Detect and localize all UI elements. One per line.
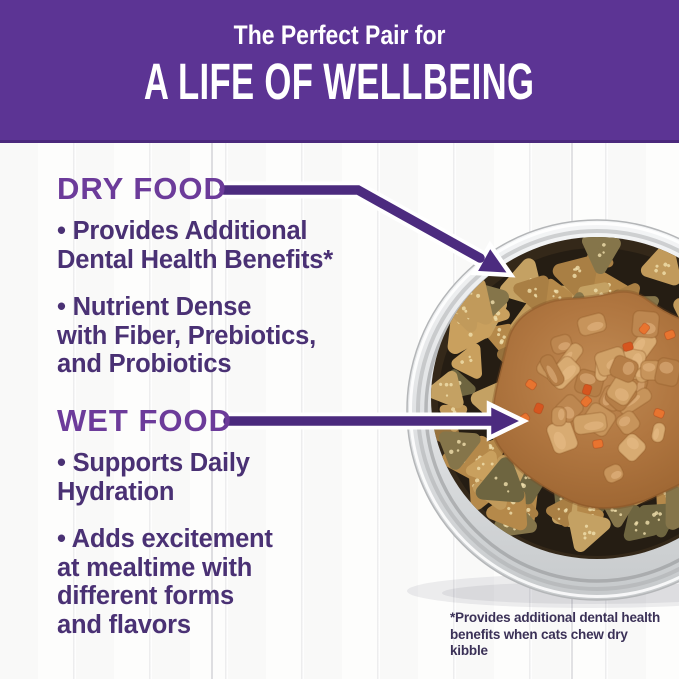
banner-eyebrow-text: The Perfect Pair for [233, 20, 446, 50]
wet-food-bullet-list: • Supports Daily Hydration • Adds excite… [57, 449, 387, 639]
dry-food-heading: DRY FOOD [57, 171, 227, 206]
footnote: *Provides additional dental health benef… [450, 610, 660, 658]
banner-eyebrow: The Perfect Pair for [0, 22, 679, 49]
bowl-rim-highlight [409, 222, 679, 598]
bullet-item: • Nutrient Dense with Fiber, Prebiotics,… [57, 293, 316, 378]
wet-food-arrow-icon [219, 400, 530, 442]
dry-arrow-shaft [219, 185, 485, 263]
wet-food-section: WET FOOD • Supports Daily Hydration • Ad… [57, 404, 387, 658]
food-bowl [406, 219, 679, 608]
bowl-rim-shade [416, 229, 679, 591]
dry-food-arrow-icon [215, 181, 516, 278]
bullet-item: • Provides Additional Dental Health Bene… [57, 217, 333, 274]
wet-food [489, 289, 679, 511]
wet-food-heading: WET FOOD [57, 403, 233, 438]
banner-title: A LIFE OF WELLBEING [0, 56, 679, 107]
headline-banner: The Perfect Pair for A LIFE OF WELLBEING [0, 0, 679, 143]
banner-title-text: A LIFE OF WELLBEING [144, 53, 535, 110]
dry-food-bullet-list: • Provides Additional Dental Health Bene… [57, 217, 387, 379]
bullet-item: • Adds excitement at mealtime with diffe… [57, 525, 273, 639]
dry-food-section: DRY FOOD • Provides Additional Dental He… [57, 172, 387, 398]
bullet-item: • Supports Daily Hydration [57, 449, 250, 506]
